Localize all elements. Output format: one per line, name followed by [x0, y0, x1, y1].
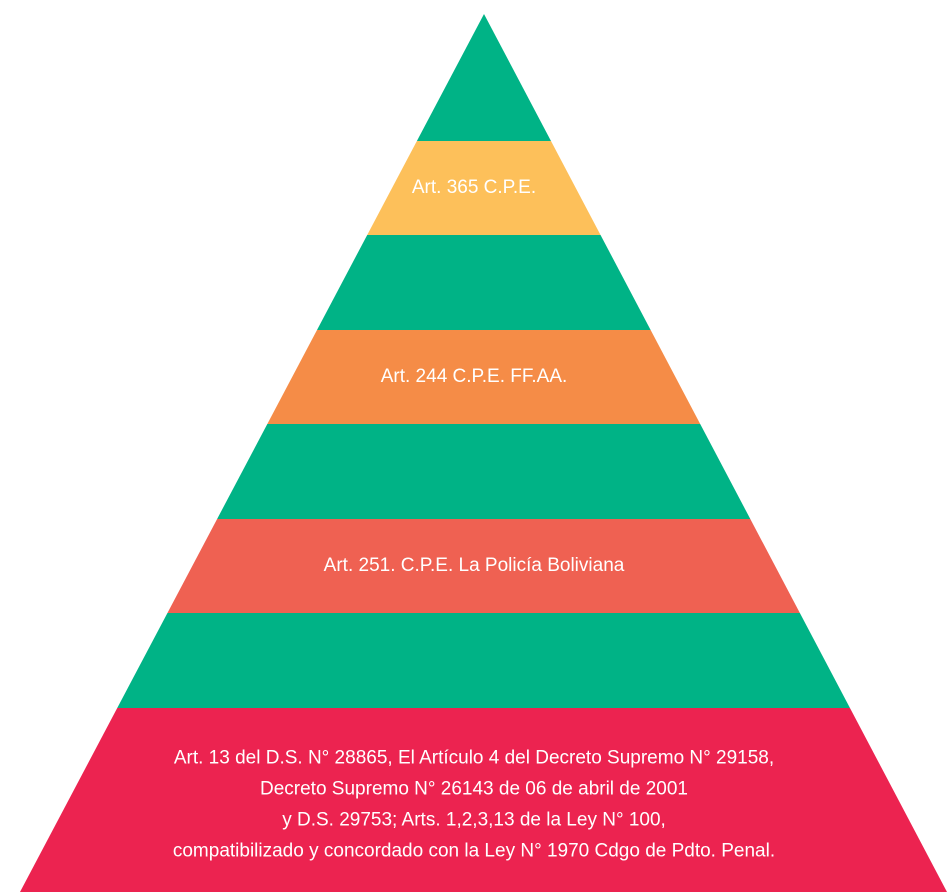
pyramid-band: [416, 14, 551, 141]
pyramid-level-6: Art. 251. C.P.E. La Policía Boliviana: [167, 519, 800, 613]
pyramid-band: [267, 330, 701, 424]
pyramid-level-8: Art. 13 del D.S. N° 28865, El Artículo 4…: [20, 708, 947, 892]
pyramid-band: [317, 235, 651, 330]
pyramid-level-label: y D.S. 29753; Arts. 1,2,3,13 de la Ley N…: [282, 810, 666, 831]
pyramid-band: [367, 141, 601, 235]
pyramid-level-5: [217, 424, 751, 519]
pyramid-level-2: Art. 365 C.P.E.: [367, 141, 601, 235]
pyramid-band: [167, 519, 800, 613]
pyramid-level-label: Art. 251. C.P.E. La Policía Boliviana: [324, 555, 625, 576]
pyramid-level-3: [317, 235, 651, 330]
pyramid-level-label: compatibilizado y concordado con la Ley …: [173, 841, 775, 862]
pyramid-level-label: Art. 13 del D.S. N° 28865, El Artículo 4…: [174, 748, 774, 769]
pyramid-level-label: Art. 365 C.P.E.: [412, 177, 536, 198]
pyramid-band: [217, 424, 751, 519]
pyramid-level-7: [117, 613, 850, 708]
pyramid-band: [20, 708, 947, 892]
pyramid-level-label: Decreto Supremo N° 26143 de 06 de abril …: [260, 779, 688, 800]
pyramid-band: [117, 613, 850, 708]
pyramid-level-4: Art. 244 C.P.E. FF.AA.: [267, 330, 701, 424]
pyramid-level-label: Art. 244 C.P.E. FF.AA.: [381, 366, 568, 387]
pyramid-level-1: [416, 14, 551, 141]
